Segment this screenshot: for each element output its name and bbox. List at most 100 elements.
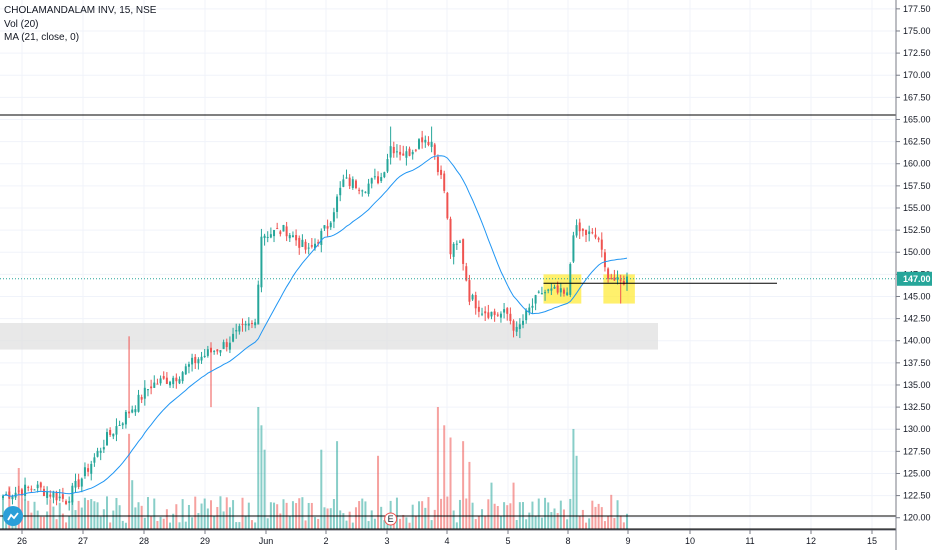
volume-bar bbox=[55, 519, 58, 529]
volume-bar bbox=[61, 513, 64, 529]
candle-body bbox=[304, 241, 307, 250]
levels: E bbox=[0, 114, 896, 530]
candle-body bbox=[134, 409, 137, 413]
ma-indicator-label[interactable]: MA (21, close, 0) bbox=[4, 32, 80, 43]
candle-body bbox=[291, 235, 294, 238]
candle-body bbox=[477, 306, 480, 312]
volume-bar bbox=[578, 516, 581, 529]
candle-body bbox=[493, 311, 496, 315]
candle-body bbox=[575, 225, 578, 236]
y-tick-label: 137.50 bbox=[903, 358, 931, 368]
candle-body bbox=[317, 242, 320, 244]
volume-bar bbox=[241, 497, 244, 529]
volume-bar bbox=[323, 507, 326, 529]
volume-indicator-label[interactable]: Vol (20) bbox=[4, 18, 39, 30]
candle-body bbox=[509, 313, 512, 322]
x-tick-label: 10 bbox=[685, 536, 695, 546]
earnings-marker-icon bbox=[384, 512, 398, 526]
y-tick-label: 127.50 bbox=[903, 446, 931, 456]
volume-bar bbox=[187, 504, 190, 529]
volume-bar bbox=[266, 518, 269, 529]
candle-body bbox=[197, 359, 200, 364]
volume-bar bbox=[184, 521, 187, 529]
candle-body bbox=[326, 226, 329, 229]
candle-body bbox=[17, 490, 20, 492]
candle-body bbox=[159, 378, 162, 384]
candle-body bbox=[74, 480, 77, 488]
x-tick-label: 5 bbox=[505, 536, 510, 546]
volume-bar bbox=[83, 497, 86, 529]
candle-body bbox=[301, 239, 304, 247]
volume-bar bbox=[452, 510, 455, 529]
volume-bar bbox=[68, 515, 71, 529]
volume-bar bbox=[27, 500, 30, 529]
volume-bar bbox=[443, 425, 446, 529]
candle-body bbox=[481, 313, 484, 315]
y-tick-label: 135.00 bbox=[903, 380, 931, 390]
candle-body bbox=[90, 463, 93, 474]
candle-body bbox=[361, 190, 364, 192]
candle-body bbox=[68, 501, 71, 503]
candle-body bbox=[512, 320, 515, 331]
candle-body bbox=[392, 146, 395, 154]
volume-bar bbox=[213, 516, 216, 529]
candle-body bbox=[269, 234, 272, 238]
candle-body bbox=[487, 312, 490, 318]
candle-body bbox=[342, 179, 345, 187]
volume-bar bbox=[610, 494, 613, 529]
volume-bar bbox=[339, 510, 342, 529]
volume-bar bbox=[162, 518, 165, 529]
volume-bar bbox=[512, 482, 515, 529]
candle-body bbox=[389, 146, 392, 158]
candle-body bbox=[228, 342, 231, 350]
candle-body bbox=[569, 264, 572, 295]
volume-bar bbox=[336, 441, 339, 529]
volume-bar bbox=[191, 517, 194, 529]
volume-bar bbox=[544, 497, 547, 529]
volume-bar bbox=[446, 496, 449, 529]
candle-body bbox=[613, 277, 616, 281]
tradingview-logo-icon[interactable] bbox=[3, 506, 23, 526]
candle-body bbox=[109, 429, 112, 435]
candle-body bbox=[298, 237, 301, 248]
volume-bar bbox=[282, 499, 285, 529]
candle-body bbox=[421, 137, 424, 143]
volume-bar bbox=[626, 513, 628, 529]
volume-bar bbox=[399, 518, 402, 529]
y-tick-label: 132.50 bbox=[903, 402, 931, 412]
volume-bar bbox=[279, 513, 282, 529]
candle-body bbox=[115, 426, 118, 435]
volume-bar bbox=[572, 428, 575, 529]
candle-body bbox=[506, 308, 509, 314]
candle-body bbox=[153, 382, 156, 388]
zones bbox=[0, 274, 658, 350]
candle-body bbox=[65, 501, 68, 505]
volume-bar bbox=[17, 468, 20, 529]
candle-body bbox=[468, 280, 471, 302]
candle-body bbox=[61, 494, 64, 499]
volume-bar bbox=[150, 516, 153, 529]
x-tick-label: Jun bbox=[259, 536, 274, 546]
candle-body bbox=[169, 381, 172, 386]
candle-body bbox=[112, 433, 115, 437]
x-tick-label: 26 bbox=[17, 536, 27, 546]
volume-bar bbox=[358, 501, 361, 529]
candle-body bbox=[418, 139, 420, 149]
y-tick-label: 120.00 bbox=[903, 513, 931, 523]
candle-body bbox=[562, 289, 565, 294]
candle-body bbox=[282, 224, 285, 232]
candle-body bbox=[93, 457, 96, 463]
highlight-box bbox=[603, 274, 635, 304]
candle-body bbox=[24, 484, 27, 496]
volume-bar bbox=[216, 506, 219, 529]
volume-bar bbox=[326, 508, 329, 529]
candle-body bbox=[626, 276, 628, 284]
candle-body bbox=[83, 467, 86, 477]
candle-body bbox=[323, 225, 326, 229]
y-tick-label: 140.00 bbox=[903, 336, 931, 346]
volume-bar bbox=[87, 500, 90, 529]
candle-body bbox=[162, 376, 165, 379]
volume-bar bbox=[197, 513, 200, 529]
